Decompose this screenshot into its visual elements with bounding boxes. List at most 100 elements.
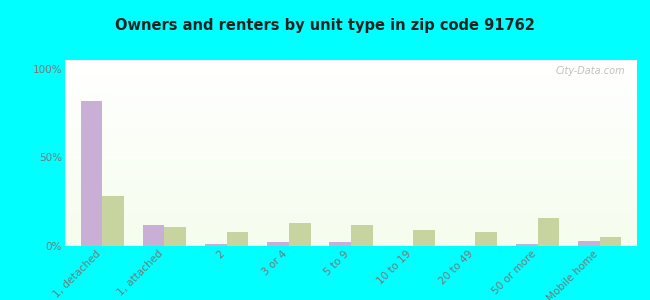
Bar <box>65 86 637 87</box>
Bar <box>65 166 637 167</box>
Bar <box>65 175 637 176</box>
Bar <box>65 173 637 174</box>
Bar <box>65 189 637 190</box>
Bar <box>65 85 637 86</box>
Bar <box>65 80 637 81</box>
Bar <box>65 78 637 79</box>
Bar <box>65 181 637 182</box>
Bar <box>65 231 637 232</box>
Bar <box>65 83 637 84</box>
Bar <box>65 233 637 234</box>
Bar <box>65 183 637 184</box>
Bar <box>330 242 351 246</box>
Bar <box>65 75 637 76</box>
Bar <box>65 147 637 148</box>
Bar <box>413 230 435 246</box>
Bar <box>65 167 637 168</box>
Bar <box>65 238 637 239</box>
Bar <box>65 96 637 97</box>
Bar <box>65 192 637 193</box>
Bar <box>65 136 637 137</box>
Bar <box>65 244 637 245</box>
Bar <box>65 232 637 233</box>
Bar <box>65 236 637 237</box>
Bar <box>65 217 637 218</box>
Bar <box>65 131 637 132</box>
Bar <box>81 101 102 246</box>
Bar <box>65 211 637 212</box>
Bar <box>65 171 637 172</box>
Bar <box>65 219 637 220</box>
Bar <box>65 82 637 83</box>
Bar <box>65 224 637 225</box>
Bar <box>65 70 637 71</box>
Bar <box>65 212 637 214</box>
Bar <box>143 225 164 246</box>
Bar <box>65 155 637 156</box>
Bar <box>65 245 637 246</box>
Text: Owners and renters by unit type in zip code 91762: Owners and renters by unit type in zip c… <box>115 18 535 33</box>
Bar <box>65 143 637 144</box>
Bar <box>65 99 637 100</box>
Bar <box>65 144 637 145</box>
Bar <box>65 193 637 194</box>
Bar <box>65 66 637 67</box>
Bar <box>351 225 372 246</box>
Bar <box>65 111 637 112</box>
Bar <box>65 160 637 161</box>
Bar <box>65 67 637 68</box>
Bar <box>65 207 637 208</box>
Bar <box>65 88 637 89</box>
Bar <box>65 135 637 136</box>
Bar <box>65 165 637 166</box>
Bar <box>65 196 637 197</box>
Bar <box>65 225 637 226</box>
Bar <box>102 196 124 246</box>
Bar <box>65 188 637 189</box>
Bar <box>65 226 637 227</box>
Bar <box>65 100 637 101</box>
Bar <box>65 168 637 169</box>
Bar <box>65 146 637 147</box>
Bar <box>65 234 637 235</box>
Bar <box>65 242 637 243</box>
Bar <box>65 194 637 195</box>
Bar <box>65 237 637 238</box>
Bar <box>65 161 637 162</box>
Bar <box>65 116 637 117</box>
Bar <box>65 114 637 115</box>
Bar <box>65 125 637 126</box>
Bar <box>65 203 637 204</box>
Bar <box>65 157 637 158</box>
Bar <box>65 133 637 134</box>
Bar <box>65 182 637 183</box>
Bar <box>65 71 637 72</box>
Bar <box>65 156 637 157</box>
Bar <box>538 218 559 246</box>
Bar <box>65 179 637 180</box>
Bar <box>65 130 637 131</box>
Bar <box>65 103 637 104</box>
Bar <box>65 129 637 130</box>
Text: City-Data.com: City-Data.com <box>556 66 625 76</box>
Bar <box>65 187 637 188</box>
Bar <box>65 134 637 135</box>
Bar <box>65 139 637 140</box>
Bar <box>65 76 637 77</box>
Bar <box>65 164 637 165</box>
Bar <box>65 153 637 154</box>
Bar <box>65 123 637 124</box>
Bar <box>65 84 637 85</box>
Bar <box>65 209 637 210</box>
Bar <box>65 138 637 139</box>
Bar <box>65 118 637 119</box>
Bar <box>65 151 637 152</box>
Bar <box>65 142 637 143</box>
Bar <box>65 77 637 78</box>
Bar <box>65 79 637 80</box>
Bar <box>65 240 637 241</box>
Bar <box>65 62 637 63</box>
Bar <box>65 60 637 61</box>
Bar <box>65 90 637 91</box>
Bar <box>515 244 538 246</box>
